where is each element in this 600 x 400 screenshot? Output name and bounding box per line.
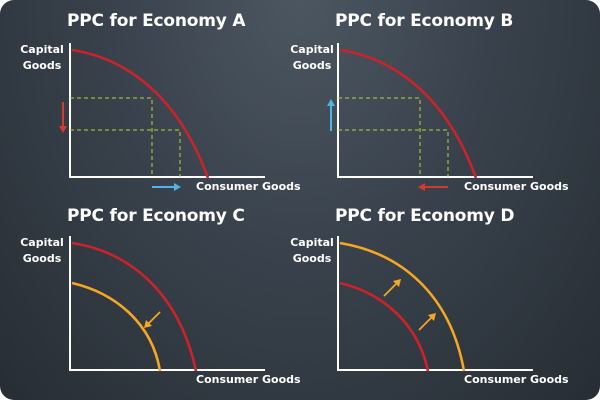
panel-d-ppc-inner-curve (339, 281, 430, 372)
panel-c-ylabel: Capital Goods (20, 236, 64, 265)
panel-d-ppc-outer-curve (339, 241, 466, 372)
red-left-arrow-icon (418, 183, 448, 191)
blue-right-arrow-icon (152, 183, 181, 191)
red-down-arrow-icon (59, 102, 67, 133)
panel-d-xlabel: Consumer Goods (464, 373, 569, 386)
panel-b-xlabel: Consumer Goods (464, 180, 569, 193)
panel-a-ppc-curve (71, 48, 210, 179)
blue-up-arrow-icon (327, 99, 335, 131)
panel-c-title: PPC for Economy C (67, 206, 245, 226)
panel-a-title: PPC for Economy A (67, 11, 246, 31)
orange-outward-arrow-icon-lower (418, 313, 436, 331)
panel-b-graph (327, 43, 533, 191)
panel-d-graph (337, 236, 533, 372)
panel-d-ylabel: Capital Goods (290, 236, 334, 265)
panel-b-guide-1 (338, 97, 421, 177)
panel-c-xlabel: Consumer Goods (196, 373, 301, 386)
panel-a-guide-2 (70, 129, 181, 177)
panel-a-graph (59, 43, 265, 191)
panel-b-ppc-curve (339, 48, 478, 179)
panel-a-guide-1 (70, 97, 153, 177)
panel-b-ylabel: Capital Goods (290, 43, 334, 72)
panel-a-xlabel: Consumer Goods (196, 180, 301, 193)
panel-c-graph (69, 236, 265, 372)
orange-inward-arrow-icon (144, 311, 161, 328)
panel-a-ylabel: Capital Goods (20, 43, 64, 72)
panel-b-guide-2 (338, 129, 449, 177)
orange-outward-arrow-icon-upper (383, 279, 401, 297)
panel-c-ppc-inner-curve (71, 281, 162, 372)
panel-b-title: PPC for Economy B (335, 11, 514, 31)
panel-c-ppc-outer-curve (71, 241, 198, 372)
panel-d-title: PPC for Economy D (335, 206, 515, 226)
